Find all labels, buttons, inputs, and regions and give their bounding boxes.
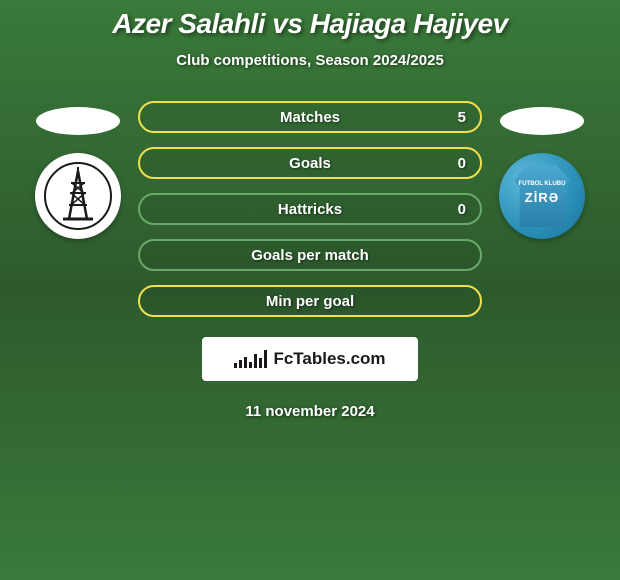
brand-text: FcTables.com <box>273 349 385 369</box>
jersey-small-text: FUTBOL KLUBU <box>519 181 566 188</box>
left-player-avatar <box>36 107 120 135</box>
left-player-column <box>18 101 138 239</box>
stat-label: Min per goal <box>266 293 354 310</box>
stat-row: Goals 0 <box>138 147 482 179</box>
stat-value-right: 0 <box>458 155 466 172</box>
right-player-column: FUTBOL KLUBU ZİRƏ <box>482 101 602 239</box>
stat-row: Min per goal <box>138 285 482 317</box>
subtitle: Club competitions, Season 2024/2025 <box>176 52 444 69</box>
stats-column: Matches 5 Goals 0 Hattricks 0 Goals per match M… <box>138 101 482 317</box>
stat-row: Matches 5 <box>138 101 482 133</box>
right-player-avatar <box>500 107 584 135</box>
stat-value-right: 0 <box>458 201 466 218</box>
stat-label: Matches <box>280 109 340 126</box>
stat-label: Goals per match <box>251 247 369 264</box>
right-club-badge: FUTBOL KLUBU ZİRƏ <box>499 153 585 239</box>
stat-row: Hattricks 0 <box>138 193 482 225</box>
stat-value-right: 5 <box>458 109 466 126</box>
oil-derrick-icon <box>43 161 113 231</box>
stat-label: Goals <box>289 155 331 172</box>
bar-chart-icon <box>234 350 267 368</box>
stat-label: Hattricks <box>278 201 342 218</box>
comparison-card: Azer Salahli vs Hajiaga Hajiyev Club com… <box>0 0 620 420</box>
left-club-badge <box>35 153 121 239</box>
jersey-main-text: ZİRƏ <box>525 190 559 205</box>
page-title: Azer Salahli vs Hajiaga Hajiyev <box>112 8 507 40</box>
content-row: Matches 5 Goals 0 Hattricks 0 Goals per match M… <box>0 101 620 317</box>
jersey-icon: FUTBOL KLUBU ZİRƏ <box>514 165 570 227</box>
date-text: 11 november 2024 <box>245 403 374 420</box>
footer: FcTables.com 11 november 2024 <box>202 337 418 420</box>
stat-row: Goals per match <box>138 239 482 271</box>
fctables-logo-link[interactable]: FcTables.com <box>202 337 418 381</box>
